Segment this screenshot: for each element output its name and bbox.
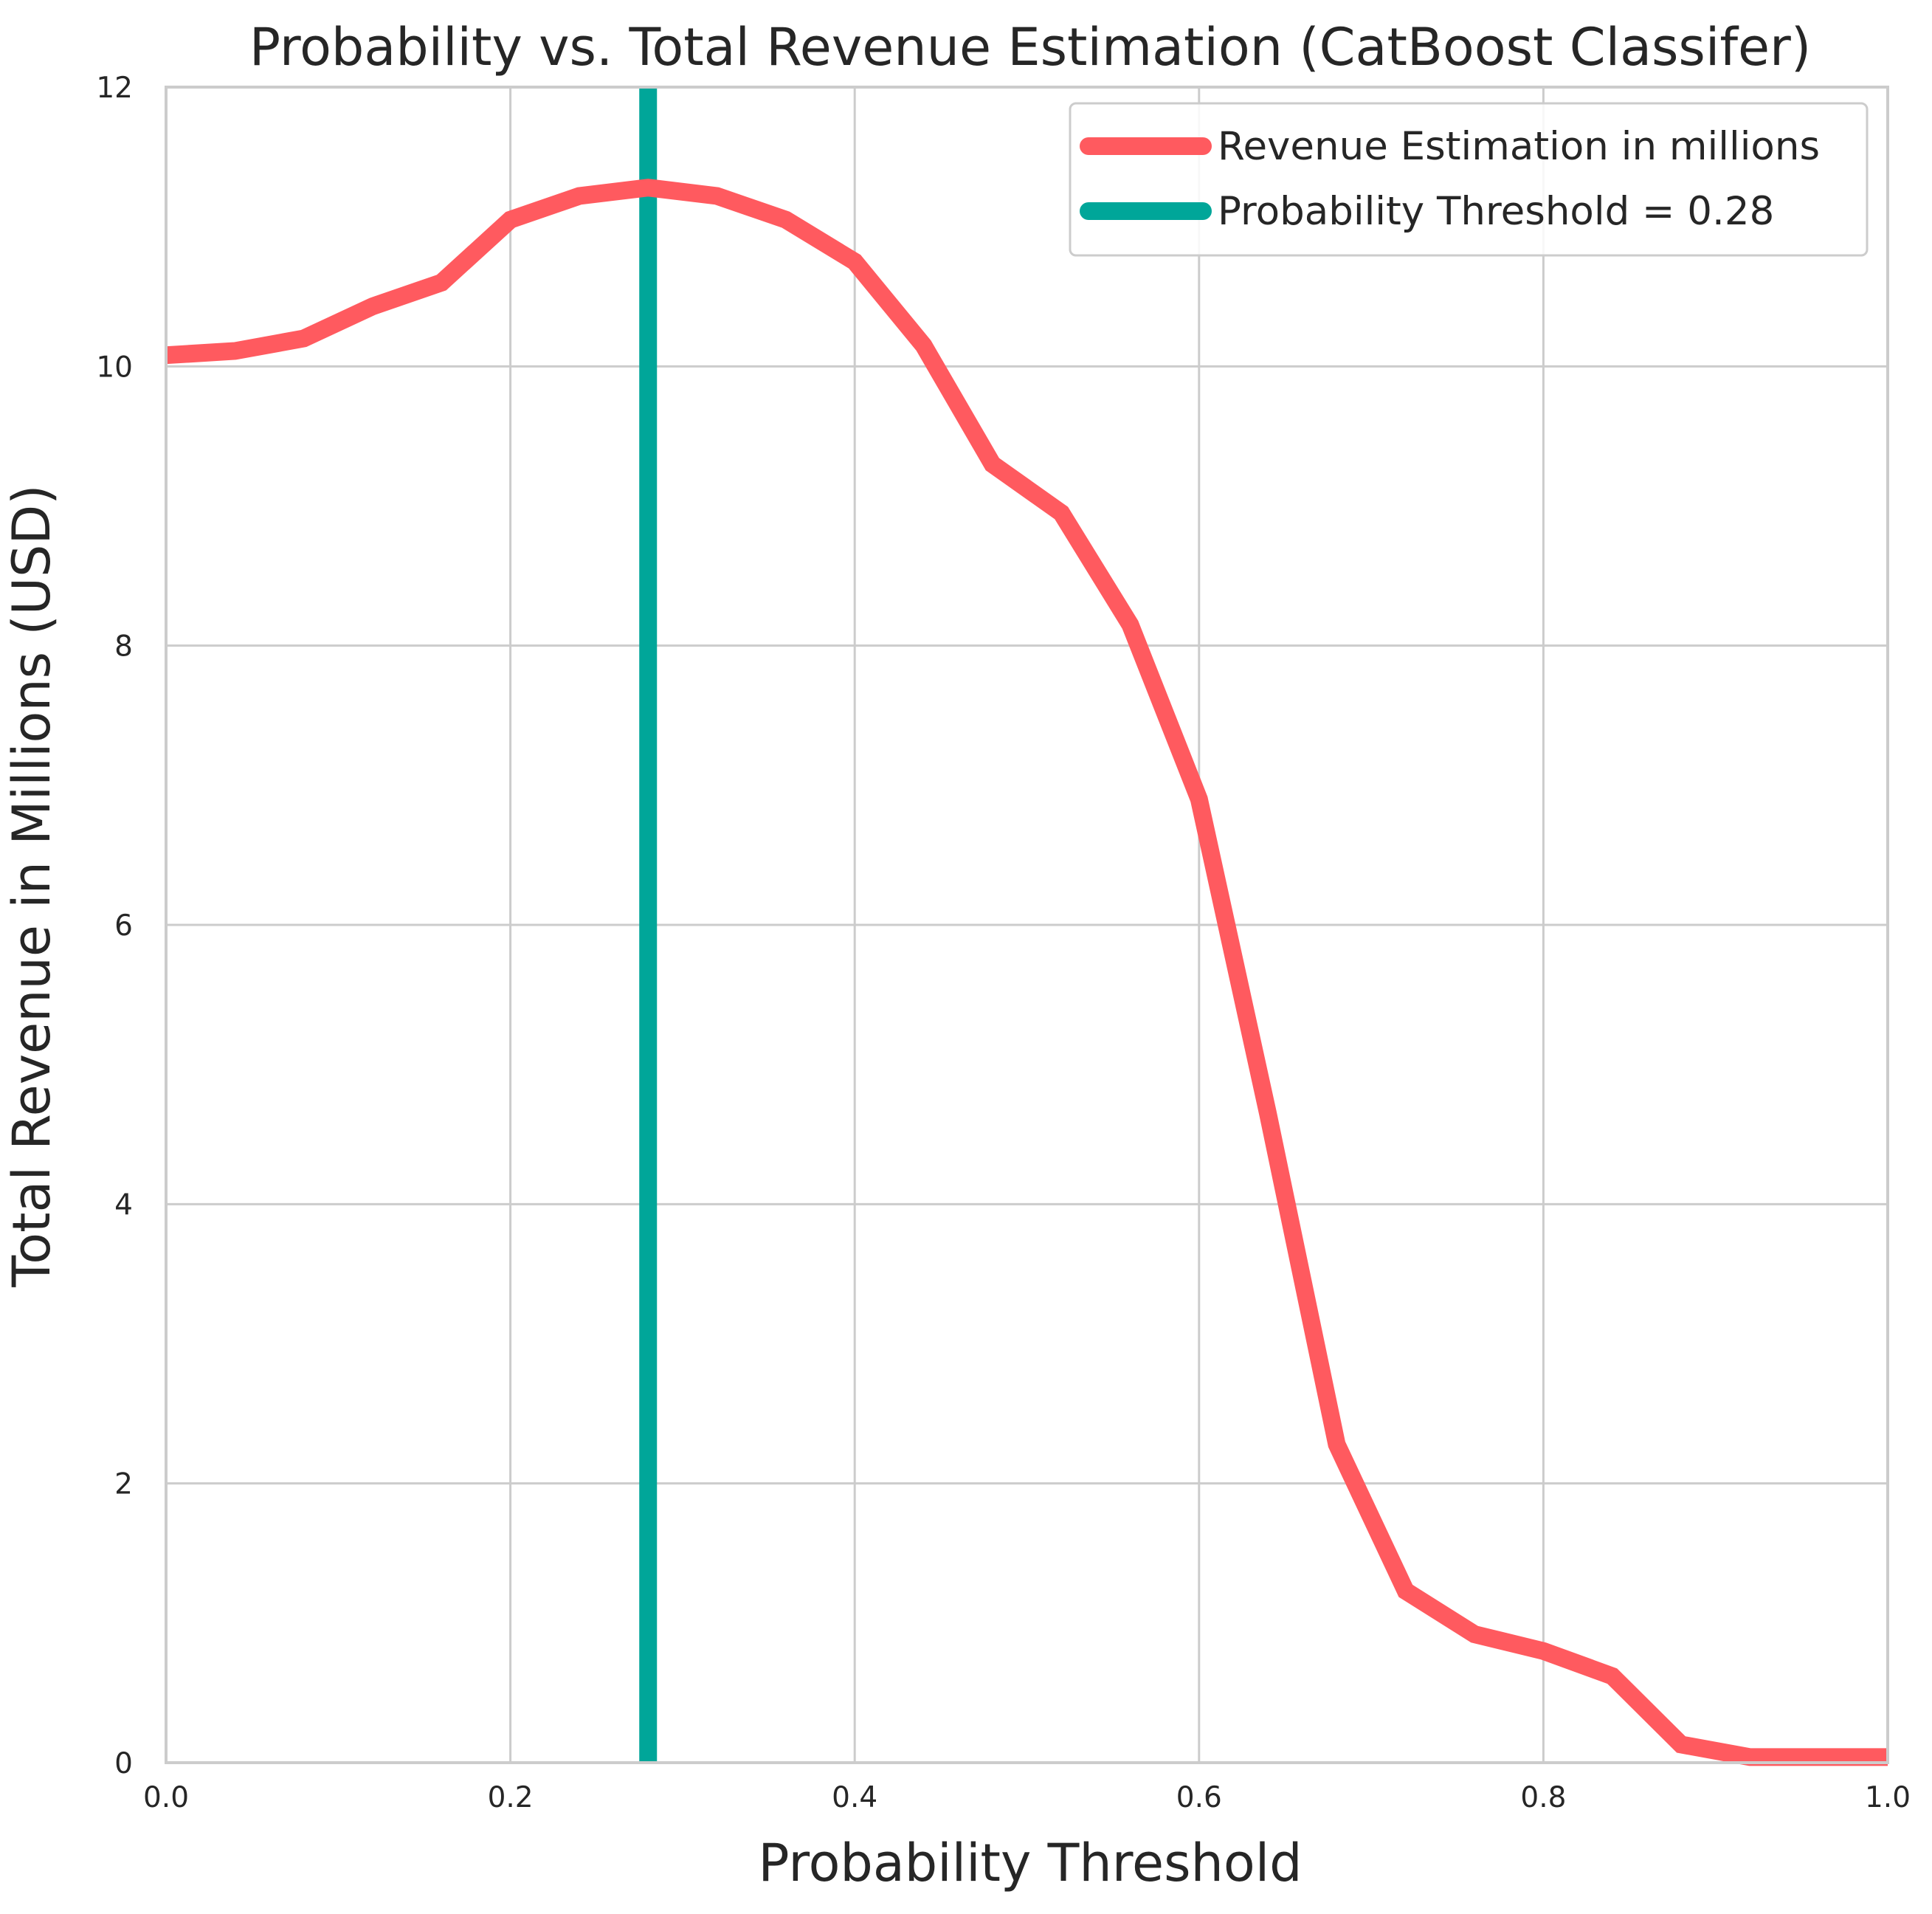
x-tick-label: 0.6 <box>1176 1781 1222 1814</box>
ticks: 0.0 0.2 0.4 0.6 0.8 1.0 0 2 4 6 8 10 12 <box>96 72 1911 1814</box>
x-tick-label: 0.2 <box>488 1781 534 1814</box>
x-tick-label: 1.0 <box>1865 1781 1911 1814</box>
y-axis-label: Total Revenue in Millions (USD) <box>1 484 62 1287</box>
legend: Revenue Estimation in millions Probabilit… <box>1069 102 1869 257</box>
y-tick-label: 0 <box>114 1747 133 1780</box>
y-tick-label: 12 <box>96 72 133 105</box>
y-tick-label: 8 <box>114 630 133 664</box>
revenue-line <box>165 179 1888 1766</box>
x-tick-label: 0.4 <box>832 1781 877 1814</box>
plot-frame <box>165 86 1889 1764</box>
x-axis-label: Probability Threshold <box>758 1833 1302 1893</box>
legend-box <box>1069 102 1869 257</box>
y-tick-label: 10 <box>96 351 133 384</box>
x-tick-label: 0.8 <box>1520 1781 1566 1814</box>
plot-lines <box>165 87 1888 1766</box>
legend-label: Probability Threshold = 0.28 <box>1218 189 1774 234</box>
y-tick-label: 2 <box>114 1468 133 1501</box>
chart-title: Probability vs. Total Revenue Estimation… <box>249 17 1811 78</box>
y-tick-label: 6 <box>114 909 133 943</box>
legend-label: Revenue Estimation in millions <box>1218 124 1820 169</box>
y-tick-label: 4 <box>114 1188 133 1222</box>
x-tick-label: 0.0 <box>143 1781 189 1814</box>
